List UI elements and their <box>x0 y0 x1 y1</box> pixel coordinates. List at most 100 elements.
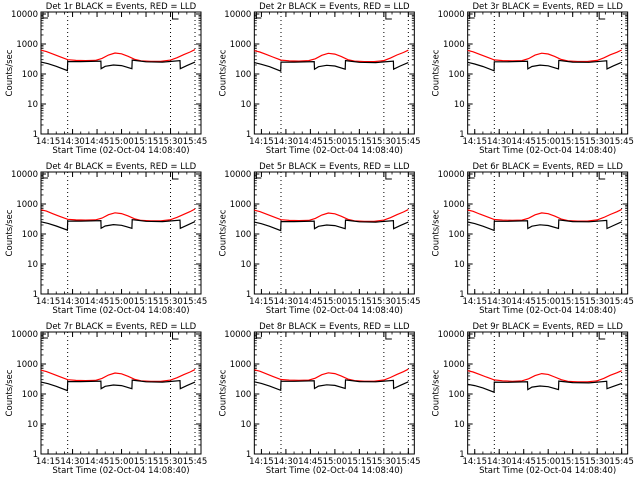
x-tick-label: 15:00 <box>323 137 348 147</box>
events-rate-line <box>254 219 409 232</box>
x-tick-label: 14:15 <box>36 457 61 467</box>
x-tick-label: 14:15 <box>249 137 274 147</box>
y-tick-label: 1000 <box>230 200 252 210</box>
y-tick-label: 1000 <box>443 200 465 210</box>
x-tick-label: 14:15 <box>462 457 487 467</box>
x-tick-label: 15:00 <box>536 457 561 467</box>
panel-det-5: Det 5r BLACK = Events, RED = LLD Counts/s… <box>218 162 420 316</box>
x-tick-label: 15:45 <box>183 137 208 147</box>
panel-det-3: Det 3r BLACK = Events, RED = LLD Counts/s… <box>432 2 634 156</box>
panel-det-9: Det 9r BLACK = Events, RED = LLD Counts/s… <box>432 322 634 476</box>
panel-det-1: Det 1r BLACK = Events, RED = LLD Counts/s… <box>5 2 207 156</box>
x-axis-label: Start Time (02-Oct-04 14:08:40) <box>266 306 403 316</box>
y-tick-label: 10000 <box>438 10 465 20</box>
lld-rate-line <box>254 368 409 382</box>
x-tick-label: 14:45 <box>85 137 110 147</box>
plot-frame <box>40 171 202 295</box>
panel-title: Det 3r BLACK = Events, RED = LLD <box>472 2 623 12</box>
lld-rate-line <box>467 49 622 63</box>
top-bracket-marker <box>598 332 606 340</box>
events-rate-line <box>467 219 622 232</box>
events-rate-line <box>254 59 409 72</box>
panel-title: Det 8r BLACK = Events, RED = LLD <box>259 322 410 332</box>
top-bracket-marker <box>385 172 392 180</box>
x-tick-label: 14:30 <box>487 457 512 467</box>
x-tick-label: 15:45 <box>609 137 634 147</box>
y-tick-label: 10000 <box>438 170 465 180</box>
lld-rate-line <box>40 208 196 222</box>
x-tick-label: 15:00 <box>109 297 134 307</box>
plot-frame <box>253 331 415 455</box>
top-bracket-marker <box>42 172 48 179</box>
x-tick-label: 14:30 <box>60 297 85 307</box>
lld-rate-line <box>467 208 622 222</box>
x-tick-label: 14:45 <box>298 297 323 307</box>
x-axis-label: Start Time (02-Oct-04 14:08:40) <box>479 466 616 476</box>
x-tick-label: 14:30 <box>487 297 512 307</box>
plot-frame <box>467 11 629 135</box>
x-tick-label: 14:45 <box>85 457 110 467</box>
x-tick-label: 15:45 <box>609 457 634 467</box>
x-tick-label: 14:30 <box>274 137 299 147</box>
x-tick-label: 15:00 <box>323 457 348 467</box>
y-axis-label: Counts/sec <box>432 49 442 96</box>
y-tick-label: 10000 <box>11 10 38 20</box>
x-tick-label: 15:30 <box>585 457 610 467</box>
plot-frame <box>40 11 202 135</box>
x-tick-label: 15:45 <box>396 137 421 147</box>
y-tick-label: 100 <box>22 70 38 80</box>
x-tick-label: 15:15 <box>560 457 585 467</box>
plot-frame <box>253 171 415 295</box>
top-bracket-marker <box>172 332 179 340</box>
y-tick-label: 100 <box>448 230 464 240</box>
plot-frame <box>467 331 629 455</box>
y-tick-label: 10 <box>27 100 38 110</box>
x-tick-label: 15:15 <box>134 457 159 467</box>
x-tick-label: 15:00 <box>109 137 134 147</box>
x-tick-label: 15:15 <box>347 137 372 147</box>
y-axis-label: Counts/sec <box>5 49 15 96</box>
panel-title: Det 6r BLACK = Events, RED = LLD <box>472 162 623 172</box>
x-tick-label: 15:15 <box>347 457 372 467</box>
top-bracket-marker <box>385 12 392 20</box>
x-tick-label: 15:30 <box>372 297 397 307</box>
y-axis-label: Counts/sec <box>432 209 442 256</box>
y-tick-label: 10000 <box>438 330 465 340</box>
y-tick-label: 10000 <box>224 170 251 180</box>
x-tick-label: 15:15 <box>560 137 585 147</box>
panel-title: Det 1r BLACK = Events, RED = LLD <box>46 2 197 12</box>
top-bracket-marker <box>469 332 475 339</box>
x-tick-label: 15:30 <box>585 297 610 307</box>
y-tick-label: 1000 <box>16 360 38 370</box>
x-tick-label: 14:45 <box>511 137 536 147</box>
y-axis-label: Counts/sec <box>432 369 442 416</box>
y-tick-label: 10000 <box>11 170 38 180</box>
events-rate-line <box>254 379 409 392</box>
panel-title: Det 7r BLACK = Events, RED = LLD <box>46 322 197 332</box>
y-tick-label: 1 <box>33 130 38 140</box>
x-axis-label: Start Time (02-Oct-04 14:08:40) <box>52 146 189 156</box>
plot-frame <box>253 11 415 135</box>
x-tick-label: 14:30 <box>60 137 85 147</box>
events-rate-line <box>40 379 196 392</box>
x-tick-label: 14:45 <box>298 137 323 147</box>
y-tick-label: 1000 <box>443 360 465 370</box>
top-bracket-marker <box>42 12 48 19</box>
top-bracket-marker <box>172 172 179 180</box>
y-tick-label: 10000 <box>224 330 251 340</box>
top-bracket-marker <box>42 332 48 339</box>
x-tick-label: 14:45 <box>85 297 110 307</box>
y-tick-label: 1 <box>33 290 38 300</box>
x-tick-label: 15:15 <box>134 297 159 307</box>
top-bracket-marker <box>469 12 475 19</box>
y-tick-label: 1 <box>246 290 251 300</box>
y-tick-label: 10 <box>241 260 252 270</box>
y-axis-label: Counts/sec <box>218 49 228 96</box>
x-tick-label: 15:45 <box>183 457 208 467</box>
y-tick-label: 100 <box>448 70 464 80</box>
x-axis-label: Start Time (02-Oct-04 14:08:40) <box>479 306 616 316</box>
x-tick-label: 14:45 <box>298 457 323 467</box>
x-tick-label: 15:15 <box>134 137 159 147</box>
panel-det-8: Det 8r BLACK = Events, RED = LLD Counts/s… <box>218 322 420 476</box>
y-tick-label: 100 <box>22 390 38 400</box>
